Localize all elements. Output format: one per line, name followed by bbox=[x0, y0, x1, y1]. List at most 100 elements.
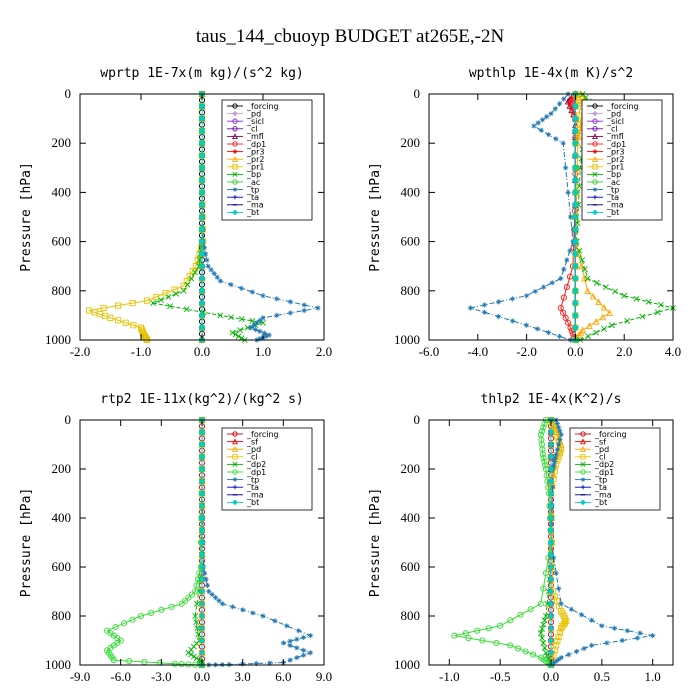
data-point bbox=[547, 563, 555, 571]
legend-marker bbox=[592, 171, 598, 177]
data-point bbox=[540, 585, 547, 592]
data-point bbox=[547, 502, 555, 509]
data-point bbox=[547, 551, 555, 558]
data-point bbox=[551, 426, 558, 433]
legend-item: _dp2 bbox=[227, 460, 266, 469]
legend-item: _bp bbox=[227, 170, 261, 179]
data-point bbox=[581, 274, 588, 282]
data-point bbox=[547, 625, 555, 632]
legend-item: _dp1 bbox=[575, 468, 614, 477]
data-point bbox=[188, 591, 195, 598]
data-point bbox=[301, 307, 307, 314]
legend-label: _tp bbox=[606, 185, 619, 194]
data-point bbox=[606, 309, 613, 316]
data-point bbox=[229, 604, 236, 610]
chart-panels: wprtp 1E-7x(m kg)/(s^2 kg) Pressure [hPa]… bbox=[19, 66, 681, 684]
data-point bbox=[158, 606, 165, 613]
legend-label: _bt bbox=[246, 498, 259, 507]
data-point bbox=[542, 570, 549, 577]
data-point bbox=[547, 576, 555, 583]
x-tick-label: 4.0 bbox=[665, 344, 681, 359]
legend-label: _dp1 bbox=[606, 140, 626, 149]
y-tick-label: 200 bbox=[52, 461, 72, 476]
data-point bbox=[307, 633, 314, 639]
data-point bbox=[209, 591, 215, 598]
data-point bbox=[557, 428, 563, 434]
data-point bbox=[507, 617, 514, 624]
data-point bbox=[115, 302, 122, 309]
data-point bbox=[261, 330, 268, 336]
legend-box bbox=[581, 99, 663, 221]
legend-marker bbox=[592, 179, 598, 185]
data-point bbox=[198, 649, 206, 656]
y-tick-label: 1000 bbox=[394, 332, 420, 347]
data-point bbox=[198, 115, 206, 122]
y-tick-label: 600 bbox=[401, 559, 421, 574]
legend-marker bbox=[592, 133, 598, 140]
data-point bbox=[566, 651, 572, 658]
legend-label: _cl bbox=[606, 125, 618, 134]
data-point bbox=[541, 644, 548, 651]
data-point bbox=[517, 611, 524, 618]
x-tick-label: -2.0 bbox=[516, 344, 537, 359]
x-tick-label: 6.0 bbox=[275, 669, 291, 684]
data-point bbox=[572, 127, 579, 135]
data-point bbox=[235, 333, 242, 340]
data-point bbox=[150, 300, 157, 307]
legend-marker bbox=[232, 110, 238, 117]
data-point bbox=[260, 315, 266, 321]
legend-item: _cl bbox=[227, 125, 258, 134]
legend-label: _ta bbox=[246, 193, 259, 202]
legend-item: _forcing bbox=[575, 430, 627, 439]
data-point bbox=[556, 101, 563, 107]
data-point bbox=[122, 319, 129, 326]
data-point bbox=[581, 645, 587, 652]
legend-label: _pr2 bbox=[606, 155, 624, 164]
data-point bbox=[248, 325, 254, 331]
legend-item: _pr1 bbox=[587, 163, 624, 172]
x-tick-label: -3.0 bbox=[151, 669, 172, 684]
data-point bbox=[547, 588, 555, 595]
data-point bbox=[593, 279, 600, 286]
data-point bbox=[657, 302, 664, 308]
data-point bbox=[485, 625, 492, 632]
series-bt bbox=[198, 90, 206, 344]
x-tick-label: -1.0 bbox=[439, 669, 460, 684]
legend-label: _ta bbox=[606, 193, 619, 202]
legend-marker bbox=[232, 461, 238, 467]
data-point bbox=[182, 597, 189, 604]
data-point bbox=[272, 618, 278, 624]
data-point bbox=[193, 619, 200, 626]
data-point bbox=[198, 287, 206, 295]
data-point bbox=[548, 111, 554, 117]
data-point bbox=[633, 295, 640, 302]
data-point bbox=[229, 329, 236, 336]
figure-title: taus_144_cbuoyp BUDGET at265E,-2N bbox=[196, 26, 505, 47]
legend-label: _ma bbox=[594, 491, 612, 500]
data-point bbox=[198, 612, 206, 620]
series-tp bbox=[467, 91, 576, 343]
legend-item: _ta bbox=[575, 483, 607, 492]
legend-marker bbox=[580, 431, 586, 437]
y-tick-label: 0 bbox=[414, 86, 421, 101]
data-point bbox=[589, 642, 595, 648]
data-point bbox=[198, 576, 206, 583]
legend-label: _sf bbox=[246, 437, 258, 446]
data-point bbox=[190, 653, 197, 660]
legend-marker bbox=[232, 103, 238, 109]
data-point bbox=[560, 140, 566, 146]
legend-label: _pd bbox=[246, 109, 261, 118]
data-point bbox=[549, 280, 555, 286]
y-tick-label: 1000 bbox=[45, 332, 71, 347]
data-point bbox=[584, 275, 591, 282]
legend-label: _bt bbox=[594, 498, 607, 507]
data-point bbox=[198, 502, 206, 509]
data-point bbox=[198, 490, 206, 497]
legend-marker bbox=[592, 118, 598, 124]
y-tick-label: 0 bbox=[65, 412, 72, 427]
legend-label: _ma bbox=[246, 491, 264, 500]
legend-item: _bt bbox=[227, 208, 259, 217]
y-tick-label: 400 bbox=[52, 184, 72, 199]
data-point bbox=[547, 514, 555, 522]
data-point bbox=[198, 275, 206, 282]
